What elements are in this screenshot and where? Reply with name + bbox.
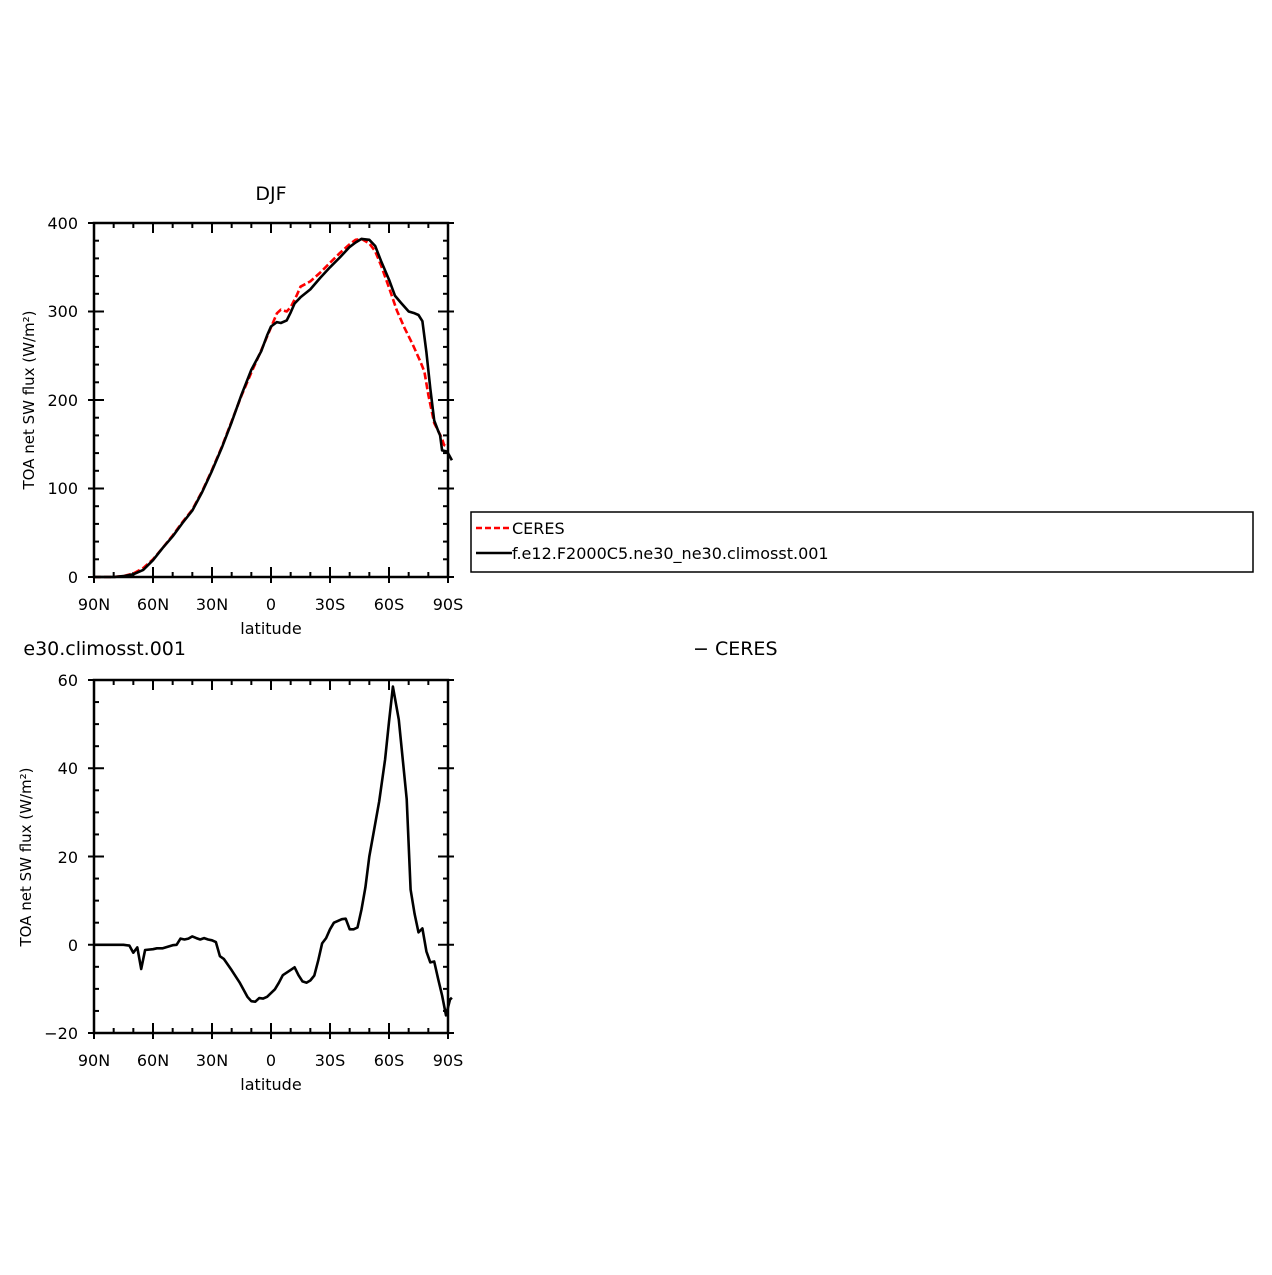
y-tick-label: 100 xyxy=(47,479,78,498)
x-tick-label: 90N xyxy=(78,595,110,614)
x-tick-label: 60S xyxy=(374,1051,405,1070)
y-tick-label: 40 xyxy=(58,759,78,778)
y-tick-label: 0 xyxy=(68,568,78,587)
top-y-tick-labels: 0 100 200 300 400 xyxy=(47,214,78,587)
x-tick-label: 0 xyxy=(266,595,276,614)
x-tick-label: 60N xyxy=(137,595,169,614)
bottom-series xyxy=(94,685,453,1017)
top-series xyxy=(94,237,454,579)
y-tick-label: 300 xyxy=(47,302,78,321)
y-tick-label: 200 xyxy=(47,391,78,410)
legend-box xyxy=(470,511,1254,573)
series-line-ceres xyxy=(94,237,450,579)
x-tick-label: 90N xyxy=(78,1051,110,1070)
x-tick-label: 90S xyxy=(433,1051,464,1070)
x-tick-label: 60S xyxy=(374,595,405,614)
x-tick-label: 0 xyxy=(266,1051,276,1070)
top-ticks xyxy=(88,222,454,583)
bottom-plot-frame xyxy=(92,678,450,1035)
series-line-model xyxy=(94,685,453,1017)
bottom-x-axis-label: latitude xyxy=(240,1075,301,1094)
bottom-chart-title-right: − CERES xyxy=(693,638,778,660)
y-tick-label: 0 xyxy=(68,936,78,955)
top-x-axis-label: latitude xyxy=(240,619,301,638)
y-tick-label: 400 xyxy=(47,214,78,233)
top-chart-title: DJF xyxy=(255,183,286,205)
top-y-axis-label: TOA net SW flux (W/m²) xyxy=(20,310,38,490)
y-tick-label: 60 xyxy=(58,671,78,690)
bottom-y-axis-label: TOA net SW flux (W/m²) xyxy=(17,767,35,947)
y-tick-label: 20 xyxy=(58,848,78,867)
legend-label-ceres: CERES xyxy=(512,519,565,538)
top-x-tick-labels: 90N 60N 30N 0 30S 60S 90S xyxy=(78,595,463,614)
top-plot-frame xyxy=(92,221,450,579)
x-tick-label: 30S xyxy=(315,1051,346,1070)
bottom-x-tick-labels: 90N 60N 30N 0 30S 60S 90S xyxy=(78,1051,463,1070)
legend-label-model: f.e12.F2000C5.ne30_ne30.climosst.001 xyxy=(512,544,829,564)
x-tick-label: 30S xyxy=(315,595,346,614)
x-tick-label: 60N xyxy=(137,1051,169,1070)
bottom-chart-title-left: e30.climosst.001 xyxy=(23,638,186,660)
bottom-y-tick-labels: −20 0 20 40 60 xyxy=(44,671,78,1043)
legend: CERES f.e12.F2000C5.ne30_ne30.climosst.0… xyxy=(470,511,1254,573)
bottom-panel: e30.climosst.001 − CERES −20 0 20 40 60 … xyxy=(17,638,778,1094)
x-tick-label: 90S xyxy=(433,595,464,614)
x-tick-label: 30N xyxy=(196,595,228,614)
x-tick-label: 30N xyxy=(196,1051,228,1070)
top-panel: DJF 0 100 200 300 400 90N 60N 30N 0 30S … xyxy=(20,183,463,638)
y-tick-label: −20 xyxy=(44,1024,78,1043)
series-line-model xyxy=(94,237,454,579)
